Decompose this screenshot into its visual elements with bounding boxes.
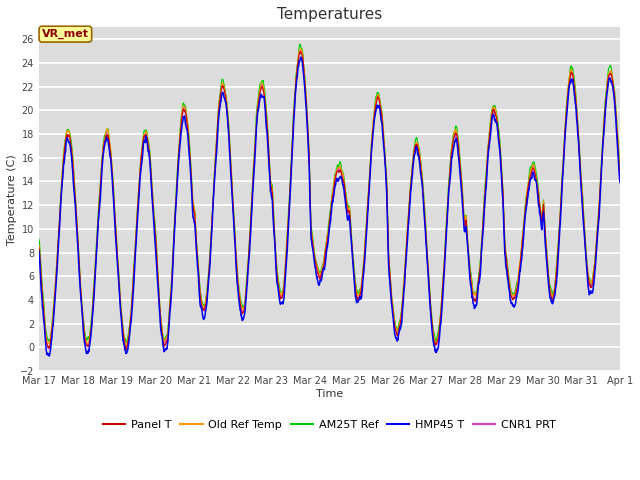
CNR1 PRT [616,169,624,175]
HMP45 T [499,197,507,203]
CNR1 PRT [499,189,507,195]
Old Ref Temp [565,75,573,81]
Line: Panel T: Panel T [39,52,620,350]
CNR1 PRT [296,48,303,53]
CNR1 PRT [565,81,573,86]
CNR1 PRT [45,346,53,352]
AM25T Ref [35,237,43,242]
Old Ref Temp [35,242,43,248]
HMP45 T [616,180,624,185]
Panel T [35,245,43,251]
Line: Old Ref Temp: Old Ref Temp [39,48,620,347]
Line: CNR1 PRT: CNR1 PRT [39,50,620,349]
AM25T Ref [197,293,205,299]
Panel T [581,246,589,252]
CNR1 PRT [197,295,205,301]
X-axis label: Time: Time [316,389,343,399]
Panel T [360,265,367,271]
HMP45 T [297,54,305,60]
Old Ref Temp [197,295,205,301]
AM25T Ref [360,260,367,266]
Old Ref Temp [616,171,624,177]
AM25T Ref [499,185,507,191]
CNR1 PRT [360,266,367,272]
CNR1 PRT [347,226,355,231]
HMP45 T [360,271,367,276]
HMP45 T [581,246,589,252]
Panel T [197,300,205,306]
Old Ref Temp [499,188,507,193]
CNR1 PRT [35,242,43,248]
Line: AM25T Ref: AM25T Ref [39,44,620,342]
HMP45 T [45,353,53,359]
Old Ref Temp [581,239,589,245]
AM25T Ref [123,339,131,345]
Panel T [499,189,507,194]
Text: VR_met: VR_met [42,29,89,39]
Panel T [296,49,304,55]
Line: HMP45 T: HMP45 T [39,57,620,356]
Title: Temperatures: Temperatures [277,7,382,22]
HMP45 T [347,232,355,238]
AM25T Ref [581,236,589,241]
Legend: Panel T, Old Ref Temp, AM25T Ref, HMP45 T, CNR1 PRT: Panel T, Old Ref Temp, AM25T Ref, HMP45 … [99,415,560,434]
Old Ref Temp [360,263,367,268]
HMP45 T [565,84,573,90]
AM25T Ref [616,163,624,169]
Old Ref Temp [123,344,131,349]
AM25T Ref [565,76,573,82]
Panel T [347,229,355,235]
Panel T [616,175,624,181]
AM25T Ref [296,41,303,47]
Panel T [565,81,573,87]
AM25T Ref [347,222,355,228]
Old Ref Temp [297,46,305,51]
Old Ref Temp [347,225,355,231]
CNR1 PRT [581,242,589,248]
Panel T [122,347,130,353]
HMP45 T [35,248,43,254]
HMP45 T [197,303,205,309]
Y-axis label: Temperature (C): Temperature (C) [7,154,17,244]
